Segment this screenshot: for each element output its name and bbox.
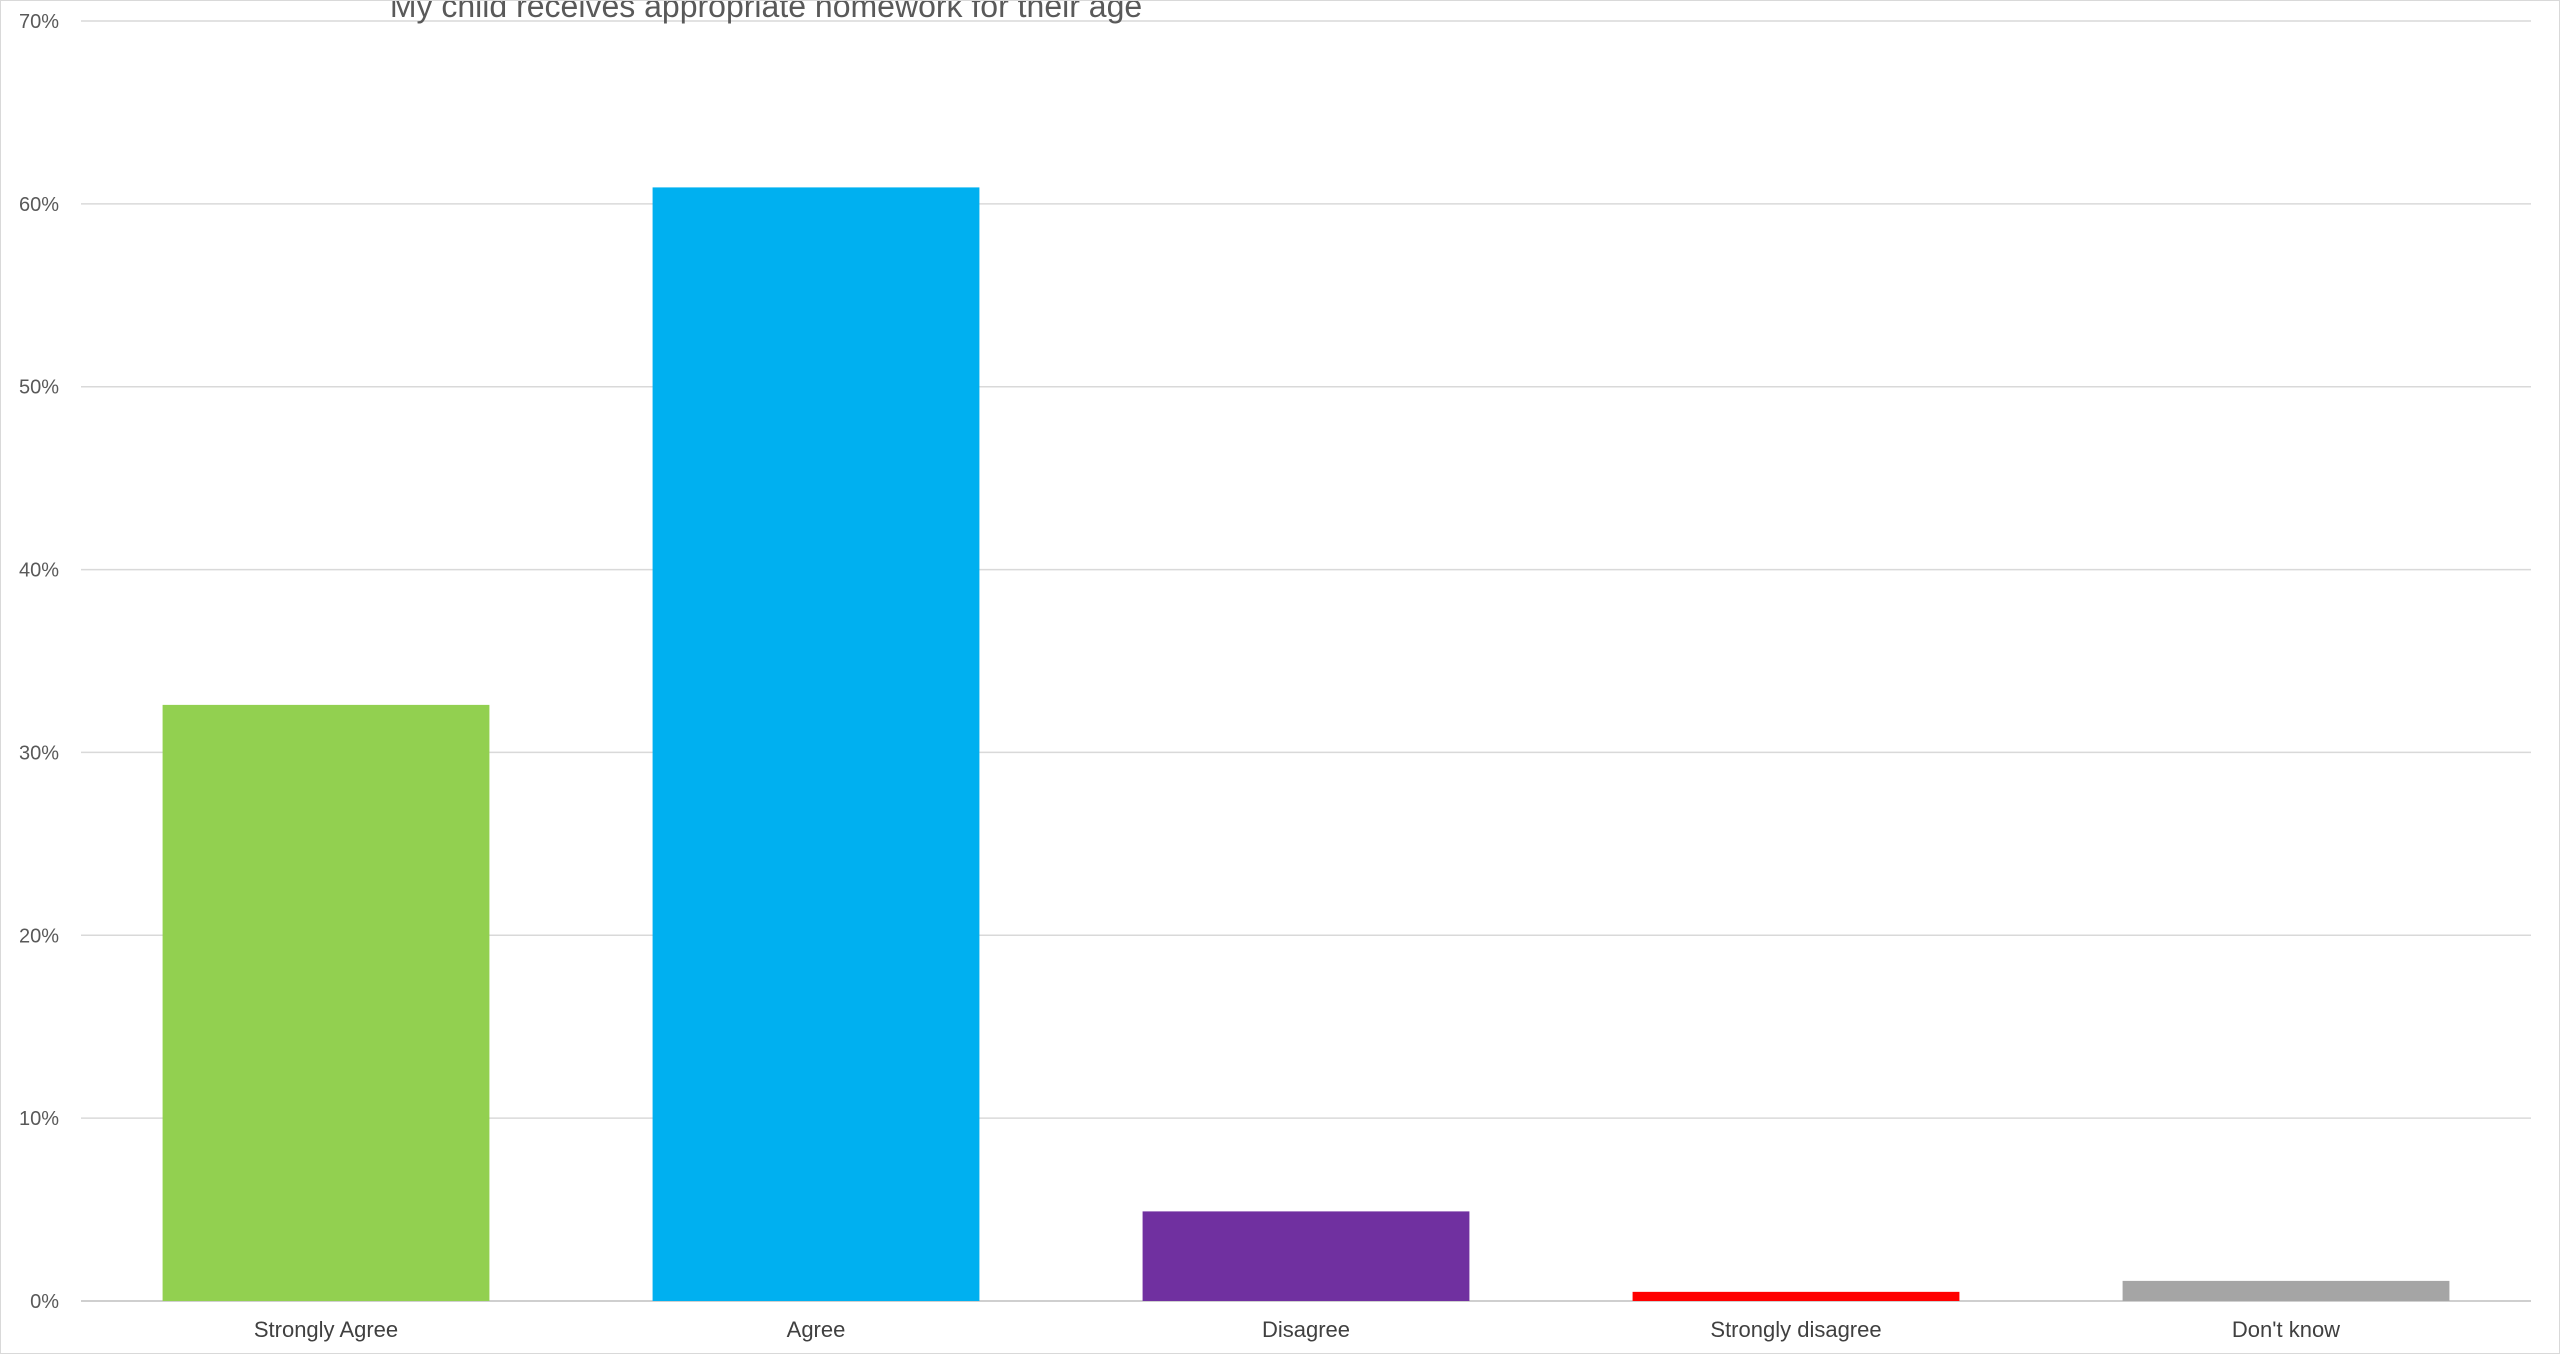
bar-strongly-agree [162, 704, 490, 1301]
axes: 0% 10% 20% 30% 40% 50% 60% 70% Strongly Agree Agr… [19, 11, 2340, 1342]
bar-strongly-disagree [1632, 1291, 1960, 1301]
y-tick-label: 0% [30, 1291, 59, 1313]
y-tick-label: 60% [19, 194, 59, 216]
y-tick-label: 40% [19, 560, 59, 582]
x-tick-label: Disagree [1262, 1317, 1350, 1342]
y-tick-label: 30% [19, 742, 59, 764]
chart-title: My child receives appropriate homework f… [390, 1, 1142, 24]
x-tick-label: Agree [787, 1317, 846, 1342]
x-tick-label: Strongly disagree [1710, 1317, 1881, 1342]
bar-don-t-know [2122, 1280, 2450, 1301]
x-tick-label: Strongly Agree [254, 1317, 398, 1342]
bars [162, 187, 2450, 1301]
y-tick-label: 10% [19, 1108, 59, 1130]
y-tick-label: 20% [19, 925, 59, 947]
bar-agree [652, 187, 980, 1301]
x-tick-label: Don't know [2232, 1317, 2340, 1342]
y-tick-label: 70% [19, 11, 59, 33]
bar-disagree [1142, 1211, 1470, 1301]
y-tick-label: 50% [19, 377, 59, 399]
